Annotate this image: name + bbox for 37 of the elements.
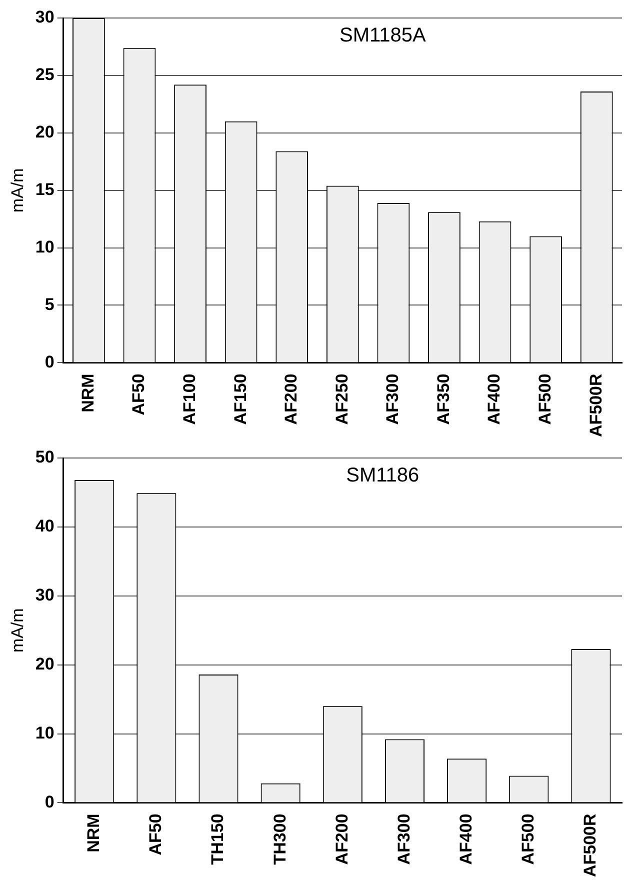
x-tick-label: AF150: [230, 374, 250, 425]
x-tick-label: AF400: [456, 814, 476, 865]
chart-title: SM1186: [346, 464, 420, 487]
x-tick-label: AF200: [332, 814, 352, 865]
x-tick-label: AF500R: [586, 374, 606, 438]
y-tick-label: 10: [35, 237, 54, 256]
y-tick-label: 50: [35, 448, 54, 467]
y-tick-label: 25: [35, 65, 54, 84]
y-tick-label: 20: [35, 654, 54, 674]
x-tick-label: AF250: [332, 374, 352, 425]
y-tick-label: 0: [44, 792, 54, 812]
y-tick-label: 5: [44, 294, 54, 314]
x-tick-label: AF300: [383, 374, 402, 425]
y-tick-label: 40: [35, 516, 54, 536]
x-tick-label: AF50: [146, 814, 166, 856]
x-tick-label: AF500R: [580, 814, 600, 878]
x-tick-label: AF100: [180, 374, 199, 425]
x-tick-label: AF500: [518, 814, 538, 865]
y-tick-label: 30: [35, 8, 54, 27]
x-tick-label: NRM: [78, 374, 98, 412]
chart-title: SM1185A: [339, 24, 426, 47]
x-tick-label: TH150: [208, 814, 228, 865]
x-tick-label: AF500: [536, 374, 554, 425]
y-tick-label: 20: [35, 122, 54, 142]
x-tick-label: AF400: [484, 374, 504, 425]
x-tick-label: NRM: [84, 814, 104, 852]
x-tick-label: AF200: [282, 374, 301, 425]
x-tick-label: AF350: [434, 374, 453, 425]
y-tick-label: 30: [35, 586, 54, 605]
y-axis-title: mA/m: [8, 168, 27, 213]
y-axis-title: mA/m: [8, 608, 27, 653]
y-tick-label: 15: [35, 180, 54, 200]
x-tick-label: AF50: [129, 374, 148, 416]
x-tick-label: TH300: [270, 814, 290, 865]
y-tick-label: 0: [44, 352, 54, 372]
x-tick-label: AF300: [394, 814, 414, 865]
y-tick-label: 10: [35, 723, 54, 742]
